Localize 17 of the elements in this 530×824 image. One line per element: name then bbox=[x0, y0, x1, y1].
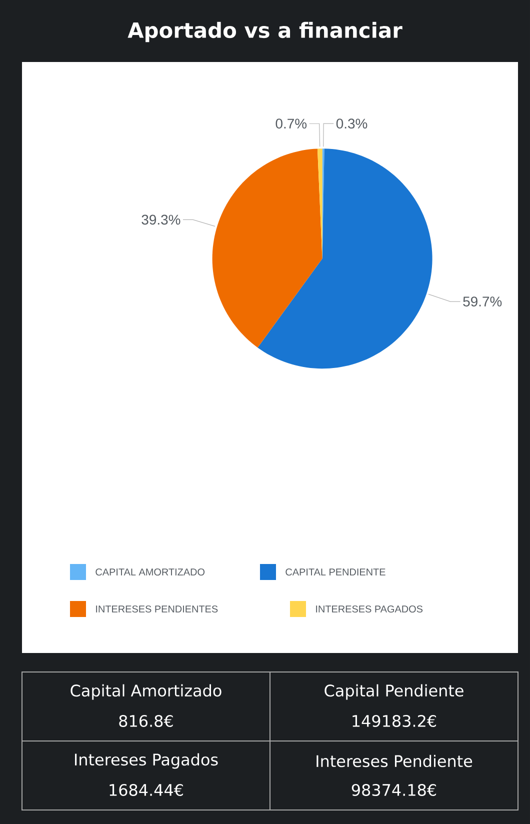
text: 1684.44€ bbox=[110, 784, 183, 796]
data-label: 0.7% bbox=[276, 118, 307, 129]
text: Capital Amortizado bbox=[70, 684, 222, 700]
text: 149183.2€ bbox=[352, 714, 436, 728]
data-label: 0.3% bbox=[336, 118, 368, 129]
chart-title: Aportado vs a financiar bbox=[128, 22, 402, 42]
text: Intereses Pendiente bbox=[316, 754, 472, 768]
data-label: 59.7% bbox=[463, 296, 502, 306]
legend-label: CAPITAL AMORTIZADO bbox=[96, 568, 205, 576]
legend-label: INTERESES PAGADOS bbox=[316, 605, 423, 613]
legend-label: CAPITAL PENDIENTE bbox=[286, 568, 386, 576]
data-label: 39.3% bbox=[142, 214, 180, 225]
text: 816.8€ bbox=[119, 714, 173, 728]
text: Intereses Pagados bbox=[75, 753, 218, 769]
text: 98374.18€ bbox=[352, 784, 436, 796]
legend-label: INTERESES PENDIENTES bbox=[96, 605, 218, 613]
text: Capital Pendiente bbox=[324, 684, 464, 700]
